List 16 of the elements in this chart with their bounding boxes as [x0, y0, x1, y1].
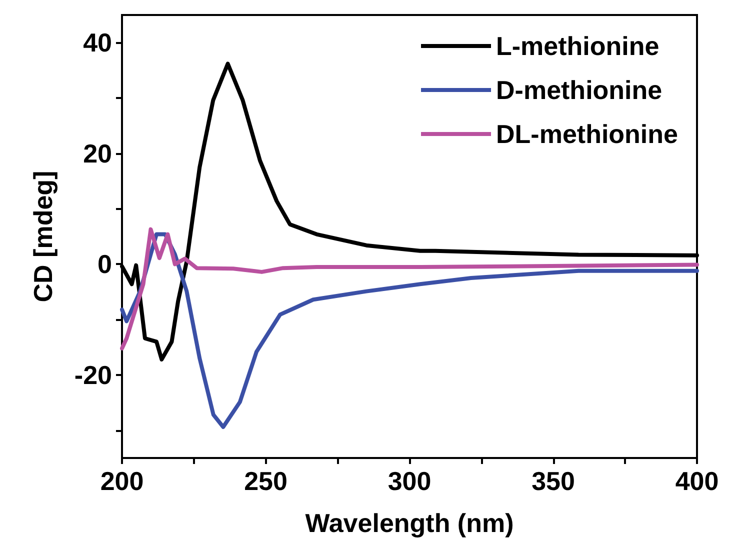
legend-label: D-methionine: [496, 75, 662, 105]
y-axis-title: CD [mdeg]: [28, 170, 58, 302]
x-tick-label: 200: [100, 466, 144, 496]
x-tick-label: 350: [532, 466, 575, 496]
x-tick-label: 250: [244, 466, 288, 496]
legend-label: DL-methionine: [496, 119, 678, 149]
x-tick-label: 400: [675, 466, 719, 496]
y-tick-label: -20: [74, 360, 112, 390]
x-tick-label: 300: [388, 466, 432, 496]
y-tick-label: 0: [98, 249, 112, 280]
legend-label: L-methionine: [496, 31, 660, 61]
line-series: [120, 232, 699, 429]
y-tick-label: 20: [83, 138, 112, 168]
y-tick-label: 40: [83, 28, 112, 58]
x-axis-title: Wavelength (nm): [305, 508, 514, 538]
line-series: [120, 227, 699, 350]
